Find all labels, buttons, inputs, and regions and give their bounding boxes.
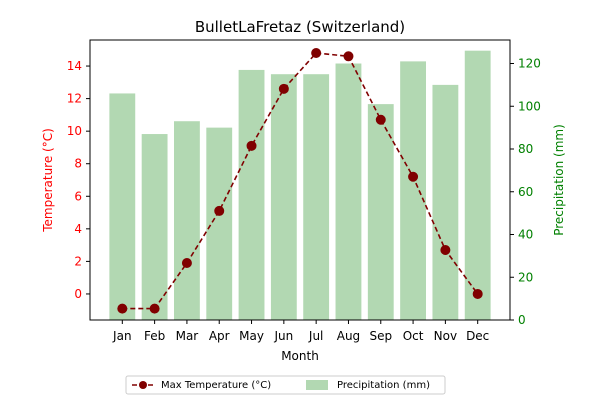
temperature-point-oct: [408, 171, 419, 182]
x-tick-label-dec: Dec: [466, 329, 489, 343]
right-y-tick-label: 40: [518, 228, 533, 242]
left-y-tick-label: 6: [74, 189, 82, 203]
precipitation-bar-apr: [206, 127, 233, 320]
temperature-point-may: [246, 140, 257, 151]
x-tick-label-apr: Apr: [209, 329, 230, 343]
axes-layer: Jan Feb Mar Apr May Jun Jul Aug Sep Oct Nov Dec 0 2 4 6…: [67, 39, 541, 343]
precipitation-bar-dec: [464, 50, 491, 321]
legend: Max Temperature (°C) Precipitation (mm): [125, 375, 446, 395]
x-axis-title: Month: [281, 349, 319, 363]
right-axis-title: Precipitation (mm): [552, 124, 566, 236]
legend-precipitation-swatch: [306, 380, 328, 390]
legend-box: [125, 375, 446, 395]
x-tick-label-oct: Oct: [403, 329, 424, 343]
temperature-point-jun: [278, 83, 289, 94]
legend-precipitation-label: Precipitation (mm): [337, 380, 430, 391]
precipitation-bar-nov: [432, 84, 459, 320]
right-y-tick-label: 20: [518, 270, 533, 284]
precipitation-bar-sep: [367, 104, 394, 321]
precipitation-bar-may: [238, 69, 265, 320]
temperature-point-jul: [311, 48, 322, 59]
left-y-tick-label: 4: [74, 222, 82, 236]
left-y-tick-label: 12: [67, 92, 82, 106]
precipitation-bar-jan: [109, 93, 136, 320]
precipitation-bar-mar: [174, 121, 200, 320]
left-axis-title: Temperature (°C): [41, 128, 55, 233]
left-y-tick-label: 10: [67, 124, 82, 138]
right-y-tick-label: 120: [518, 57, 541, 71]
right-y-tick-label: 100: [518, 99, 541, 113]
legend-temperature-marker-swatch: [139, 381, 147, 389]
precipitation-bar-feb: [141, 134, 168, 320]
chart-title: BulletLaFretaz (Switzerland): [195, 18, 405, 36]
precipitation-bar-aug: [335, 63, 362, 321]
precipitation-bars-layer: [109, 50, 491, 321]
x-tick-label-nov: Nov: [434, 329, 457, 343]
temperature-point-sep: [375, 114, 386, 125]
right-y-tick-label: 60: [518, 185, 533, 199]
x-tick-label-jul: Jul: [308, 329, 323, 343]
precipitation-bar-jul: [303, 74, 330, 320]
temperature-point-aug: [343, 51, 354, 62]
temperature-point-jan: [117, 303, 128, 314]
x-tick-label-mar: Mar: [176, 329, 199, 343]
temperature-point-dec: [472, 288, 483, 299]
legend-temperature-label: Max Temperature (°C): [161, 380, 271, 391]
precipitation-bar-jun: [270, 74, 297, 320]
x-tick-label-sep: Sep: [369, 329, 392, 343]
temperature-point-apr: [214, 205, 225, 216]
x-tick-label-jan: Jan: [112, 329, 132, 343]
left-y-tick-label: 0: [74, 287, 82, 301]
left-y-tick-label: 14: [67, 59, 82, 73]
temperature-line-layer: [117, 48, 483, 314]
precipitation-bar-oct: [400, 61, 426, 320]
x-tick-label-may: May: [239, 329, 264, 343]
left-y-tick-label: 8: [74, 157, 82, 171]
right-y-tick-label: 0: [518, 313, 526, 327]
plot-frame: [89, 39, 511, 321]
right-y-tick-label: 80: [518, 142, 533, 156]
x-tick-label-jun: Jun: [273, 329, 293, 343]
temperature-point-feb: [149, 303, 160, 314]
x-tick-label-feb: Feb: [144, 329, 165, 343]
temperature-point-nov: [440, 245, 451, 255]
x-tick-label-aug: Aug: [337, 329, 360, 343]
temperature-point-mar: [181, 258, 192, 269]
left-y-tick-label: 2: [74, 254, 82, 268]
